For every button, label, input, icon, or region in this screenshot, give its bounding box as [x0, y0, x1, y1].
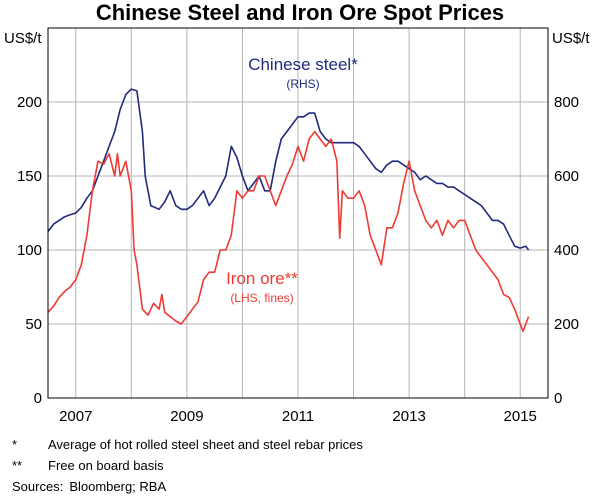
- footnote-text: Free on board basis: [48, 458, 164, 473]
- x-tick-label: 2007: [59, 408, 92, 425]
- right-axis-unit: US$/t: [552, 30, 590, 47]
- left-tick-label: 150: [17, 168, 42, 185]
- right-tick-label: 200: [554, 316, 579, 333]
- plot-frame: [47, 27, 549, 399]
- left-tick-label: 50: [25, 316, 42, 333]
- ore-series-label: Iron ore**: [226, 269, 298, 288]
- x-tick-label: 2011: [282, 408, 314, 425]
- steel-series-sublabel: (RHS): [286, 77, 319, 91]
- footnote-steel: * Average of hot rolled steel sheet and …: [12, 434, 363, 455]
- left-tick-label: 200: [17, 94, 42, 111]
- x-tick-label: 2013: [392, 408, 425, 425]
- steel-series-label: Chinese steel*: [248, 55, 358, 74]
- steel-price-line: [47, 88, 530, 251]
- ore-series-sublabel: (LHS, fines): [230, 291, 293, 305]
- chart-title: Chinese Steel and Iron Ore Spot Prices: [96, 0, 504, 25]
- x-tick-label: 2009: [170, 408, 203, 425]
- right-tick-label: 400: [554, 242, 579, 259]
- left-tick-label: 100: [17, 242, 42, 259]
- series-layer: [47, 88, 530, 333]
- footnote-mark: *: [12, 437, 18, 452]
- footnote-text: Average of hot rolled steel sheet and st…: [48, 437, 363, 452]
- iron-ore-price-line: [47, 130, 530, 333]
- x-tick-label: 2015: [504, 408, 537, 425]
- axis-ticks: 0 0 50 200 100 400 150 600 200 800 2007 2009 2011 201…: [17, 94, 579, 425]
- left-tick-label: 0: [34, 390, 42, 407]
- right-tick-label: 800: [554, 94, 579, 111]
- footnotes: * Average of hot rolled steel sheet and …: [12, 434, 363, 497]
- footnote-ore: ** Free on board basis: [12, 455, 363, 476]
- sources-label: Sources:: [12, 479, 64, 494]
- sources-line: Sources: Bloomberg; RBA: [12, 476, 363, 497]
- sources-text: Bloomberg; RBA: [69, 479, 167, 494]
- left-axis-unit: US$/t: [4, 30, 42, 47]
- right-tick-label: 600: [554, 168, 579, 185]
- footnote-mark: **: [12, 458, 23, 473]
- right-tick-label: 0: [554, 390, 562, 407]
